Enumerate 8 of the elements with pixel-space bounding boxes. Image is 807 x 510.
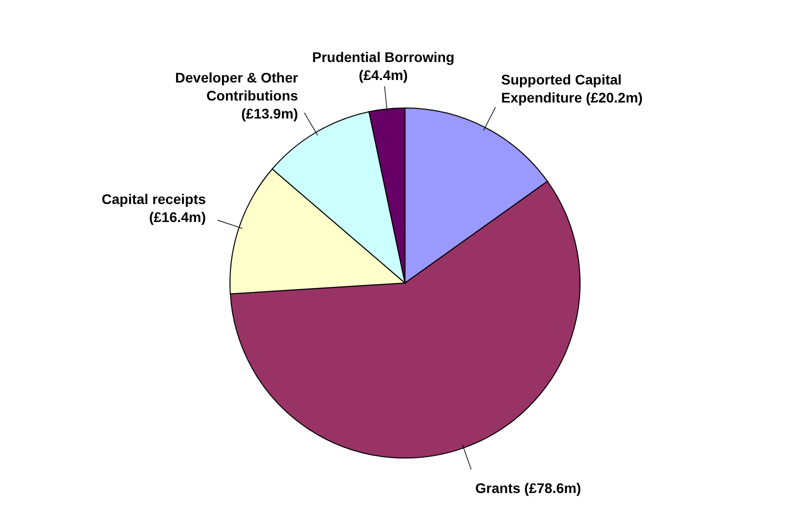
slice-label: Prudential Borrowing bbox=[312, 49, 454, 66]
slice-label: Developer & Other Contributions bbox=[175, 69, 299, 104]
slice-label: Supported Capital Expenditure (£20.2m) bbox=[501, 71, 643, 106]
data-label: (£4.4m) bbox=[358, 67, 408, 84]
data-label: (£16.4m) bbox=[149, 209, 206, 226]
slice-label: Capital receipts bbox=[102, 191, 206, 208]
data-label: (£13.9m) bbox=[241, 105, 298, 122]
slice-label: Grants (£78.6m) bbox=[475, 480, 582, 496]
